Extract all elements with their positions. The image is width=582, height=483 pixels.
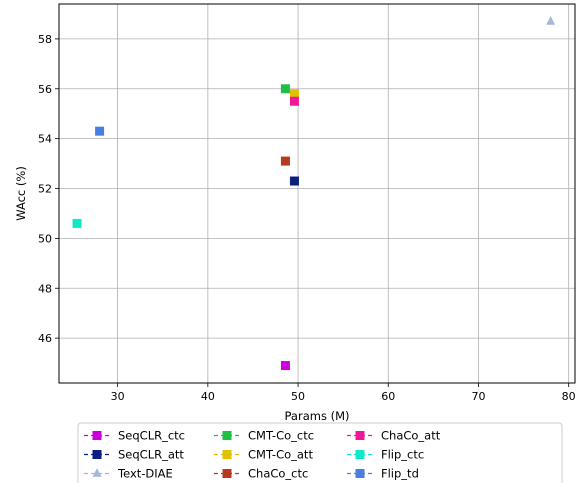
x-tick-label: 60 [381, 390, 395, 403]
axis-ticks: 30 40 50 60 70 80 46 48 50 52 54 56 58 [38, 33, 576, 403]
legend-marker-chaco-ctc [222, 469, 232, 478]
legend-marker-chaco-att [355, 431, 365, 440]
legend-label-text-diae: Text-DIAE [117, 467, 173, 481]
y-tick-label: 52 [38, 183, 52, 196]
y-tick-label: 48 [38, 282, 52, 295]
legend-label-chaco-ctc: ChaCo_ctc [248, 467, 308, 481]
point-text-diae [546, 16, 556, 25]
y-tick-label: 56 [38, 83, 52, 96]
legend-marker-cmt-co-att [222, 450, 232, 459]
legend-label-chaco-att: ChaCo_att [381, 429, 441, 443]
legend-frame [77, 422, 563, 483]
x-tick-label: 80 [562, 390, 576, 403]
legend: SeqCLR_ctc SeqCLR_att Text-DIAE CMT-Co_ctc C… [77, 422, 563, 483]
point-chaco-att [289, 96, 299, 106]
legend-label-flip-ctc: Flip_ctc [381, 448, 424, 462]
legend-label-cmt-co-ctc: CMT-Co_ctc [248, 429, 314, 443]
x-tick-label: 30 [111, 390, 125, 403]
legend-label-seqclr-att: SeqCLR_att [118, 448, 184, 462]
y-tick-label: 46 [38, 332, 52, 345]
legend-marker-text-diae [92, 468, 102, 477]
y-axis-label: WAcc (%) [14, 166, 28, 221]
grid-lines [59, 4, 575, 383]
y-tick-label: 50 [38, 232, 52, 245]
point-cmt-co-ctc [280, 84, 290, 94]
point-flip-td [95, 126, 105, 136]
legend-marker-flip-td [355, 469, 365, 478]
point-cmt-co-att [289, 89, 299, 99]
legend-marker-cmt-co-ctc [222, 431, 232, 440]
x-tick-label: 70 [471, 390, 485, 403]
legend-label-flip-td: Flip_td [381, 467, 419, 481]
legend-marker-seqclr-ctc [92, 431, 102, 440]
legend-label-seqclr-ctc: SeqCLR_ctc [118, 429, 185, 443]
legend-marker-flip-ctc [355, 450, 365, 459]
point-chaco-ctc [280, 156, 290, 166]
point-seqclr-ctc [280, 361, 290, 371]
x-tick-label: 40 [201, 390, 215, 403]
legend-marker-seqclr-att [92, 450, 102, 459]
y-tick-label: 58 [38, 33, 52, 46]
x-tick-label: 50 [291, 390, 305, 403]
plot-frame [58, 3, 576, 384]
x-axis-label: Params (M) [285, 409, 350, 423]
point-flip-ctc [72, 218, 82, 228]
legend-label-cmt-co-att: CMT-Co_att [248, 448, 313, 462]
data-points [72, 16, 556, 371]
y-tick-label: 54 [38, 133, 52, 146]
point-seqclr-att [289, 176, 299, 186]
